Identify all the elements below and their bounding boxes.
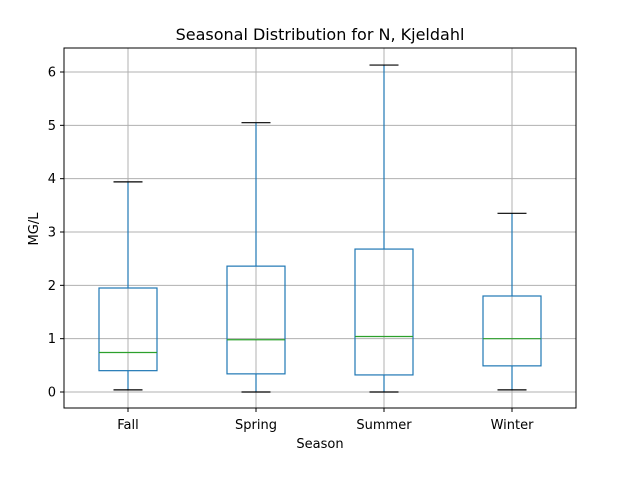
- boxes: [98, 64, 542, 393]
- y-tick-label: 0: [48, 386, 56, 401]
- box-summer: [354, 64, 414, 393]
- box-fall: [98, 181, 158, 391]
- iqr-box: [482, 295, 542, 367]
- iqr-box: [226, 265, 286, 375]
- x-tick-label-fall: Fall: [117, 418, 138, 433]
- box-spring: [226, 122, 286, 393]
- x-tick-label-winter: Winter: [491, 418, 535, 433]
- chart-title: Seasonal Distribution for N, Kjeldahl: [176, 25, 465, 44]
- y-tick-label: 5: [48, 119, 56, 134]
- x-tick-label-spring: Spring: [235, 418, 277, 433]
- iqr-box: [354, 248, 414, 376]
- y-tick-label: 1: [48, 332, 56, 347]
- plot-area-frame: [63, 47, 577, 409]
- axis-ticks: 0 1 2 3 4 5 6 Fall Spring Summer Winter: [48, 66, 534, 434]
- x-tick-label-summer: Summer: [356, 418, 412, 433]
- iqr-box: [98, 287, 158, 372]
- y-axis-label: MG/L: [27, 212, 42, 246]
- box-winter: [482, 212, 542, 391]
- y-tick-label: 3: [48, 226, 56, 241]
- y-tick-label: 6: [48, 66, 56, 81]
- x-axis-label: Season: [296, 437, 343, 452]
- y-tick-label: 2: [48, 279, 56, 294]
- y-tick-label: 4: [48, 172, 56, 187]
